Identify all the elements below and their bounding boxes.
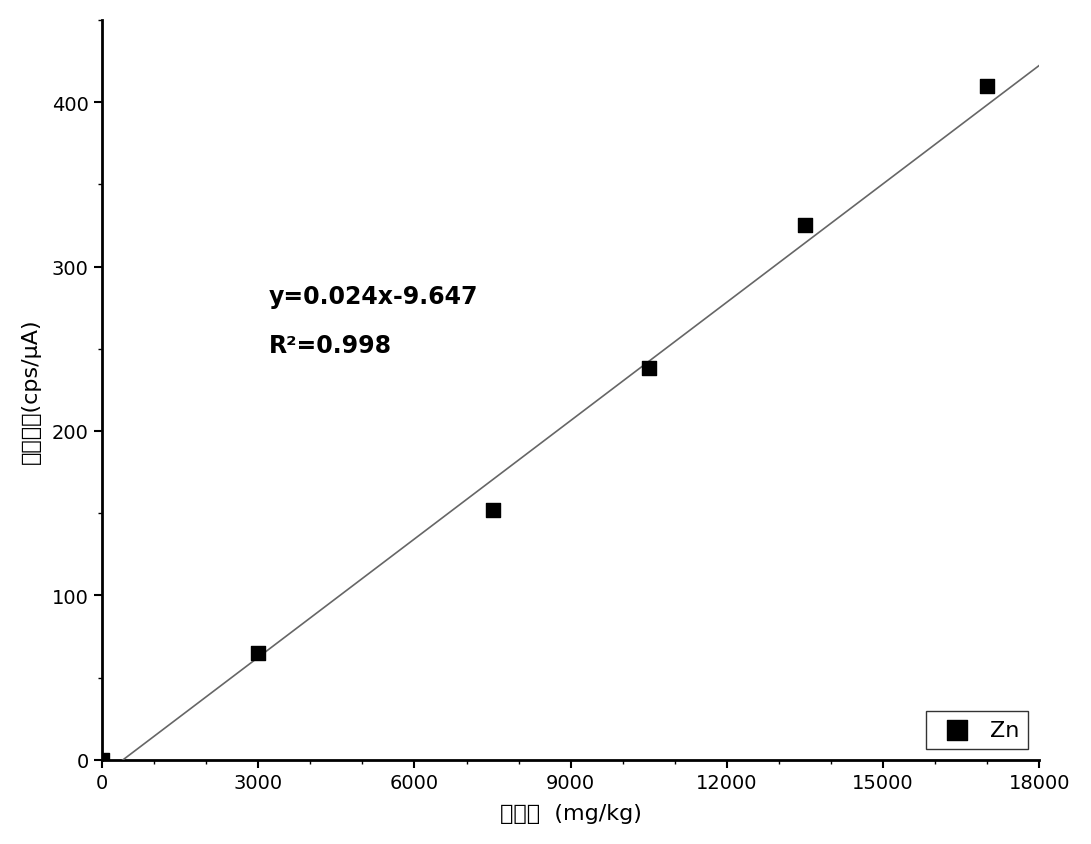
Zn (796, 219, 814, 233)
Text: R²=0.998: R²=0.998 (268, 333, 392, 358)
X-axis label: 理论値  (mg/kg): 理论値 (mg/kg) (500, 803, 642, 823)
Zn (250, 647, 267, 660)
Zn (979, 80, 996, 94)
Zn (484, 504, 502, 517)
Y-axis label: 测试强度(cps/μA): 测试强度(cps/μA) (21, 317, 40, 463)
Zn (94, 753, 111, 766)
Legend: Zn: Zn (925, 711, 1029, 749)
Zn (640, 362, 658, 376)
Text: y=0.024x-9.647: y=0.024x-9.647 (268, 284, 478, 308)
